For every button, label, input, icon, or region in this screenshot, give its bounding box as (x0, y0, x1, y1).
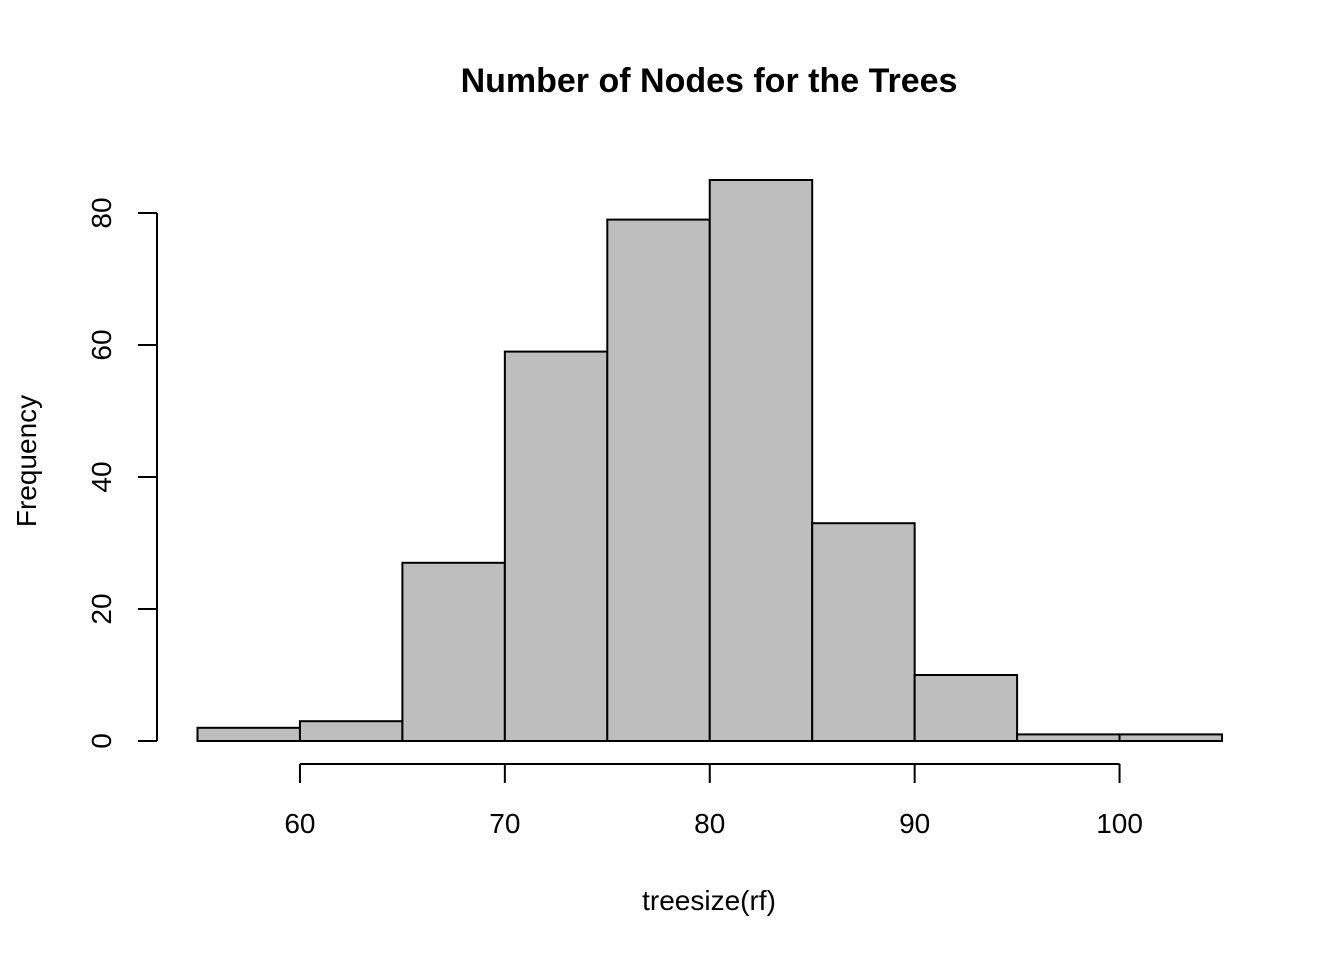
y-tick-label-60: 60 (86, 329, 117, 360)
x-tick-label-90: 90 (899, 808, 930, 839)
histogram-bar-65-70 (401, 561, 506, 742)
bars-group (196, 179, 1224, 743)
x-axis: 60 70 80 90 100 (284, 763, 1143, 839)
histogram-bar-85-90 (811, 522, 916, 743)
histogram-bar-90-95 (913, 674, 1019, 742)
y-tick-label-0: 0 (86, 733, 117, 749)
histogram-bar-55-60 (196, 726, 301, 742)
y-tick-label-40: 40 (86, 461, 117, 492)
histogram-bar-60-65 (298, 720, 404, 743)
x-tick-label-80: 80 (694, 808, 725, 839)
histogram-bar-75-80 (606, 218, 711, 743)
chart-title: Number of Nodes for the Trees (461, 62, 958, 100)
histogram-bar-95-100 (1016, 733, 1121, 743)
y-axis: 0 20 40 60 80 (86, 197, 158, 749)
y-axis-label: Frequency (11, 395, 42, 527)
x-tick-label-70: 70 (489, 808, 520, 839)
x-axis-label: treesize(rf) (642, 885, 776, 916)
y-tick-label-20: 20 (86, 593, 117, 624)
histogram-bar-80-85 (708, 179, 814, 742)
histogram-bar-100-105 (1118, 733, 1224, 743)
x-tick-label-100: 100 (1096, 808, 1143, 839)
y-tick-label-80: 80 (86, 197, 117, 228)
histogram-bar-70-75 (503, 350, 609, 742)
x-tick-label-60: 60 (284, 808, 315, 839)
